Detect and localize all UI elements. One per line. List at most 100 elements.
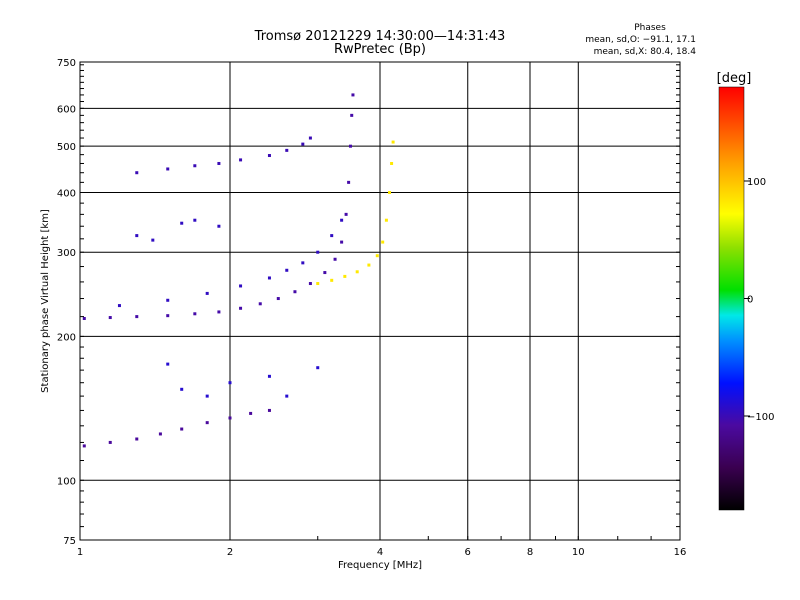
data-point (316, 366, 320, 370)
x-tick-label: 1 (77, 547, 83, 558)
y-tick-label: 100 (57, 476, 76, 487)
data-point (316, 250, 320, 254)
stats-o-mode: mean, sd,O: −91.1, 17.1 (585, 35, 696, 45)
data-point (239, 306, 243, 310)
grid-lines (80, 62, 680, 540)
data-point (193, 218, 197, 222)
data-point (347, 180, 351, 184)
data-point (340, 218, 344, 222)
data-point (158, 432, 162, 436)
y-axis-ticks: 75 100 200 300 400 500 600 750 (57, 58, 680, 547)
data-point (348, 144, 352, 148)
data-point (166, 298, 170, 302)
data-point (258, 302, 262, 306)
data-point (384, 218, 388, 222)
x-tick-label: 6 (465, 547, 471, 558)
data-point (135, 171, 139, 175)
y-tick-label: 600 (57, 104, 76, 115)
data-point (217, 161, 221, 165)
data-point (276, 297, 280, 301)
data-point (367, 263, 371, 267)
colorbar-tick-label: −100 (747, 412, 774, 423)
data-point (180, 387, 184, 391)
data-point (301, 261, 305, 265)
y-tick-label: 300 (57, 248, 76, 259)
y-tick-label: 400 (57, 188, 76, 199)
colorbar-tick-label: 100 (747, 177, 766, 188)
data-point (205, 394, 209, 398)
data-point (249, 411, 253, 415)
data-point (375, 254, 379, 258)
data-point (180, 427, 184, 431)
data-point (316, 282, 320, 286)
x-axis-ticks: 1 2 4 6 8 10 16 (77, 536, 687, 558)
y-tick-label: 500 (57, 142, 76, 153)
data-point (217, 224, 221, 228)
data-point (350, 113, 354, 117)
colorbar-label: [deg] (717, 71, 752, 86)
data-point (343, 274, 347, 278)
x-axis-label: Frequency [MHz] (338, 560, 422, 571)
data-point (388, 190, 392, 194)
data-point (344, 212, 348, 216)
data-point (267, 374, 271, 378)
data-point (340, 240, 344, 244)
data-point (285, 148, 289, 152)
data-point (333, 257, 337, 261)
data-point (151, 238, 155, 242)
data-point (293, 290, 297, 294)
data-point (381, 240, 385, 244)
data-point (239, 284, 243, 288)
data-point (390, 161, 394, 165)
data-point (82, 444, 86, 448)
data-point (267, 154, 271, 158)
data-point (355, 270, 359, 274)
data-point (166, 314, 170, 318)
x-tick-label: 8 (527, 547, 533, 558)
x-tick-label: 4 (377, 547, 383, 558)
data-point (308, 282, 312, 286)
data-point (267, 408, 271, 412)
data-point (267, 276, 271, 280)
data-point (351, 93, 355, 97)
colorbar-ticks: 100 0 −100 (744, 177, 774, 423)
data-point (308, 136, 312, 140)
data-point (330, 278, 334, 282)
x-tick-label: 10 (572, 547, 585, 558)
data-points (82, 93, 395, 448)
plot-area: 1 2 4 6 8 10 16 75 100 200 300 400 500 600 750 (57, 58, 686, 558)
data-point (193, 164, 197, 168)
data-point (285, 268, 289, 272)
data-point (135, 437, 139, 441)
stats-x-mode: mean, sd,X: 80.4, 18.4 (594, 47, 697, 57)
data-point (301, 142, 305, 146)
data-point (228, 416, 232, 420)
data-point (108, 440, 112, 444)
y-tick-label: 750 (57, 58, 76, 69)
chart-title: Tromsø 20121229 14:30:00—14:31:43 (254, 29, 506, 44)
data-point (193, 312, 197, 316)
colorbar-tick-label: 0 (747, 295, 753, 306)
data-point (180, 221, 184, 225)
data-point (239, 158, 243, 162)
stats-heading: Phases (634, 23, 666, 33)
data-point (166, 362, 170, 366)
data-point (117, 304, 121, 308)
x-tick-label: 2 (227, 547, 233, 558)
chart-subtitle: RwPretec (Bp) (334, 42, 426, 57)
data-point (135, 234, 139, 238)
y-axis-label: Stationary phase Virtual Height [km] (40, 209, 51, 393)
colorbar (718, 86, 745, 511)
data-point (205, 421, 209, 425)
data-point (391, 140, 395, 144)
data-point (82, 316, 86, 320)
data-point (285, 394, 289, 398)
x-tick-label: 16 (674, 547, 687, 558)
data-point (135, 315, 139, 319)
data-point (228, 381, 232, 385)
data-point (217, 310, 221, 314)
data-point (166, 167, 170, 171)
data-point (323, 271, 327, 275)
y-tick-label: 200 (57, 332, 76, 343)
